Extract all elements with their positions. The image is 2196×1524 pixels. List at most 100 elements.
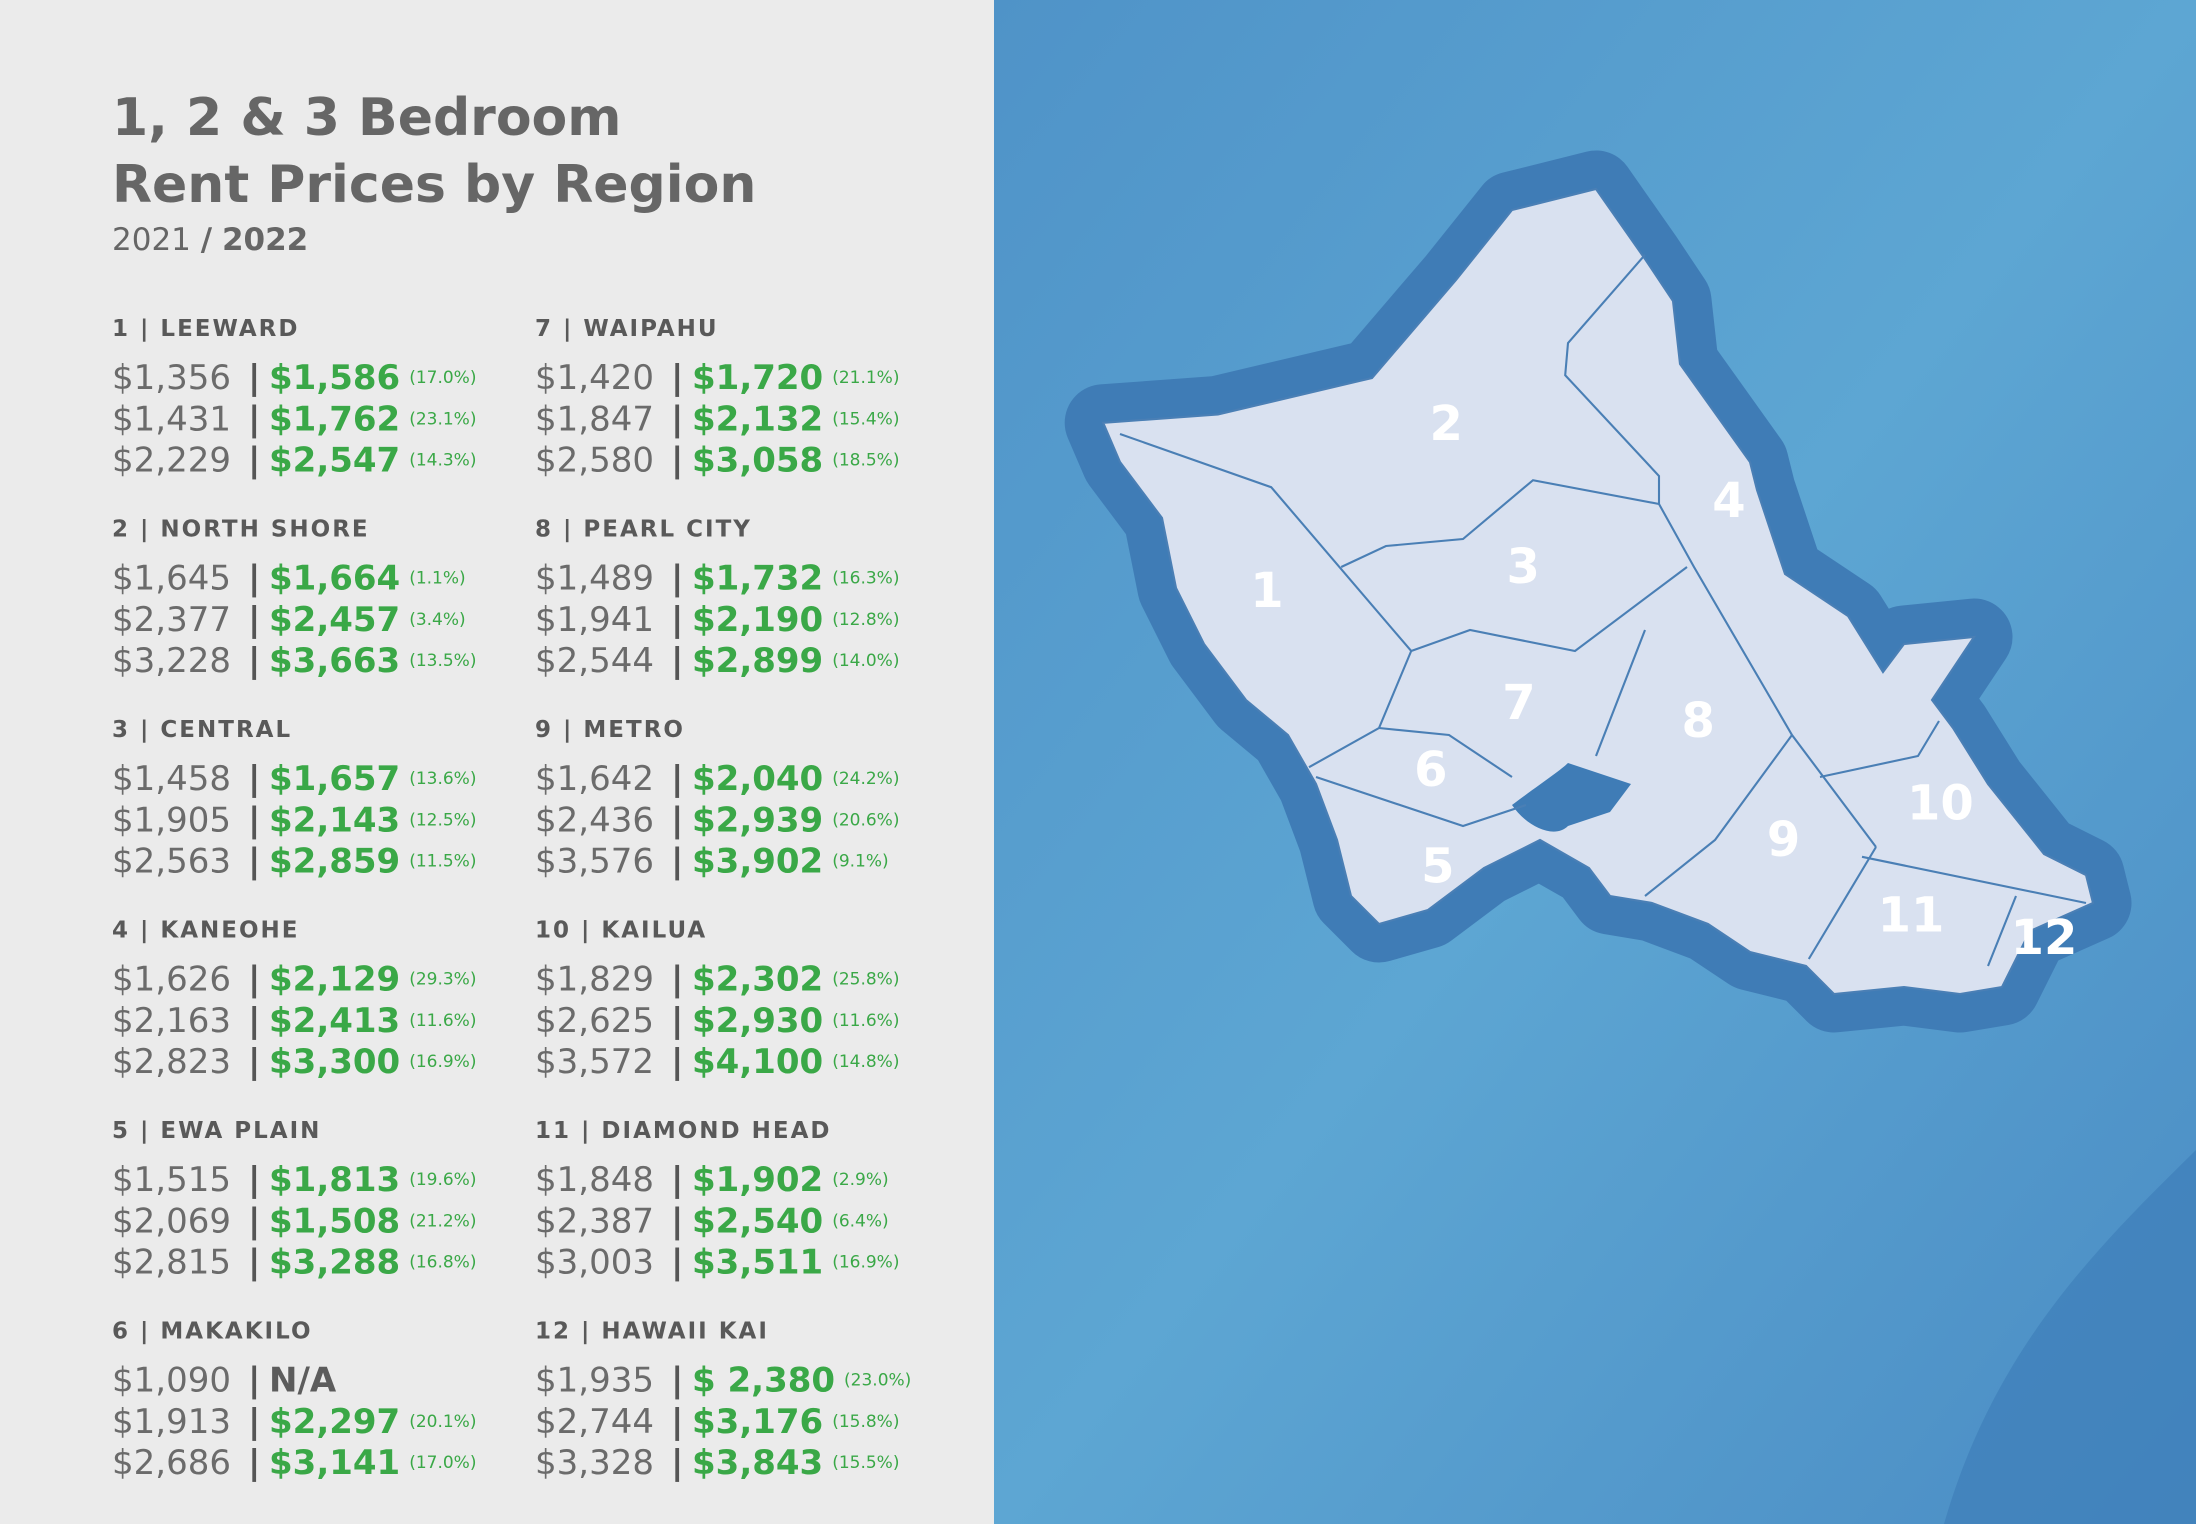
price-change: (17.0%) [409,1453,476,1473]
price-divider: | [248,842,260,882]
region-number: 11 [535,1118,571,1144]
price-prior: $1,941 [535,600,654,640]
price-change: (1.1%) [409,569,465,589]
price-current: $3,902 [692,842,823,882]
price-divider: | [671,960,683,1000]
price-divider: | [671,1001,683,1041]
price-prior: $2,744 [535,1402,654,1442]
price-change: (16.3%) [832,569,899,589]
price-current: $1,762 [269,399,400,439]
price-prior: $2,544 [535,641,654,681]
heading-divider: | [140,918,150,944]
price-row: $1,356 | $1,586 (17.0%) [112,358,476,398]
heading-divider: | [563,717,573,743]
price-row: $2,815 | $3,288 (16.8%) [112,1243,476,1283]
price-divider: | [671,1160,683,1200]
price-divider: | [248,399,260,439]
price-prior: $1,458 [112,759,231,799]
price-change: (9.1%) [832,852,888,872]
price-current: $2,413 [269,1001,400,1041]
price-prior: $3,576 [535,842,654,882]
price-prior: $1,935 [535,1361,654,1401]
region-heading: 10 | KAILUA [535,918,707,944]
region-heading: 1 | LEEWARD [112,316,299,342]
title-line: Rent Prices by Region [112,155,756,215]
map-region-label: 4 [1712,473,1745,529]
price-row: $2,377 | $2,457 (3.4%) [112,600,466,640]
heading-divider: | [140,316,150,342]
price-prior: $1,913 [112,1402,231,1442]
map-region-label: 10 [1907,776,1974,832]
price-divider: | [248,358,260,398]
price-row: $1,458 | $1,657 (13.6%) [112,759,476,799]
price-current: $2,939 [692,800,823,840]
map-region-label: 1 [1250,563,1283,619]
price-row: $3,228 | $3,663 (13.5%) [112,641,476,681]
price-current: $3,663 [269,641,400,681]
price-current: $2,143 [269,800,400,840]
price-divider: | [248,1160,260,1200]
heading-divider: | [140,517,150,543]
price-divider: | [248,800,260,840]
price-row: $2,229 | $2,547 (14.3%) [112,441,476,481]
region-number: 7 [535,316,553,342]
price-divider: | [671,1042,683,1082]
price-row: $1,420 | $1,720 (21.1%) [535,358,899,398]
price-row: $2,563 | $2,859 (11.5%) [112,842,476,882]
price-divider: | [671,1361,683,1401]
price-row: $1,489 | $1,732 (16.3%) [535,559,899,599]
region-heading: 6 | MAKAKILO [112,1319,313,1345]
region-heading: 9 | METRO [535,717,685,743]
year-label: 2021 / 2022 [112,222,308,258]
price-prior: $2,580 [535,441,654,481]
price-change: (24.2%) [832,769,899,789]
price-divider: | [671,1201,683,1241]
price-prior: $1,642 [535,759,654,799]
region-heading: 2 | NORTH SHORE [112,517,370,543]
region-name: KAILUA [601,918,707,944]
price-prior: $1,489 [535,559,654,599]
price-row: $1,829 | $2,302 (25.8%) [535,960,899,1000]
price-row: $1,645 | $1,664 (1.1%) [112,559,466,599]
price-prior: $2,436 [535,800,654,840]
price-change: (11.6%) [409,1011,476,1031]
price-row: $1,090 | N/A [112,1361,337,1401]
price-divider: | [248,960,260,1000]
map-region-label: 11 [1878,888,1945,944]
price-prior: $1,626 [112,960,231,1000]
region-number: 9 [535,717,553,743]
price-prior: $2,069 [112,1201,231,1241]
price-current: $3,843 [692,1443,823,1483]
price-divider: | [248,559,260,599]
price-current: $1,657 [269,759,400,799]
year-current: 2022 [222,222,308,258]
price-row: $1,642 | $2,040 (24.2%) [535,759,899,799]
region-name: HAWAII KAI [601,1319,768,1345]
price-divider: | [248,1402,260,1442]
price-prior: $3,572 [535,1042,654,1082]
price-current: $1,813 [269,1160,400,1200]
price-row: $1,941 | $2,190 (12.8%) [535,600,899,640]
price-divider: | [248,1042,260,1082]
price-current: $2,040 [692,759,823,799]
price-row: $1,848 | $1,902 (2.9%) [535,1160,889,1200]
region-name: LEEWARD [160,316,299,342]
region-heading: 7 | WAIPAHU [535,316,719,342]
price-change: (29.3%) [409,970,476,990]
island-land [1101,187,2095,996]
price-current: $1,508 [269,1201,400,1241]
price-prior: $3,003 [535,1243,654,1283]
price-divider: | [248,1443,260,1483]
map-region-label: 7 [1502,675,1535,731]
price-current: $2,547 [269,441,400,481]
price-divider: | [248,441,260,481]
price-divider: | [248,1361,260,1401]
price-row: $2,686 | $3,141 (17.0%) [112,1443,476,1483]
price-change: (15.5%) [832,1453,899,1473]
price-current: $1,586 [269,358,400,398]
price-change: (20.1%) [409,1412,476,1432]
price-current: $1,902 [692,1160,823,1200]
region-heading: 3 | CENTRAL [112,717,292,743]
region-name: MAKAKILO [160,1319,312,1345]
region-name: METRO [583,717,685,743]
